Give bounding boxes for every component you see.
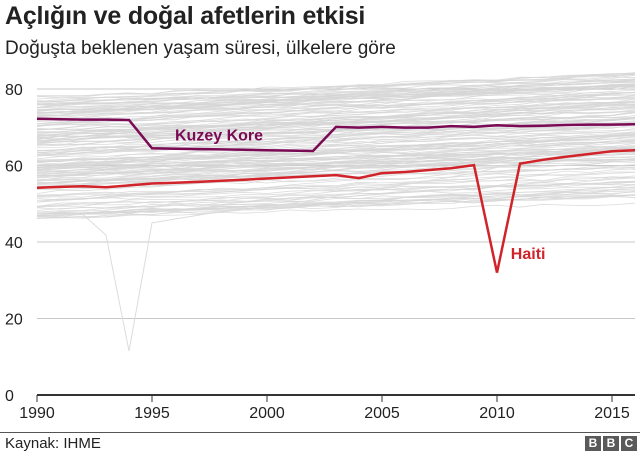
- y-tick-label: 40: [5, 235, 23, 252]
- series-label: Haiti: [511, 246, 546, 263]
- x-tick-label: 1990: [19, 405, 55, 422]
- bbc-logo: B B C: [585, 436, 637, 451]
- bbc-logo-letter: B: [603, 436, 619, 451]
- y-tick-label: 60: [5, 159, 23, 176]
- x-tick-label: 2010: [479, 405, 515, 422]
- bbc-logo-letter: C: [621, 436, 637, 451]
- y-tick-label: 0: [5, 388, 14, 405]
- chart-title: Açlığın ve doğal afetlerin etkisi: [5, 2, 366, 30]
- x-tick-label: 2005: [364, 405, 400, 422]
- source-note: Kaynak: IHME: [5, 435, 101, 452]
- chart-subtitle: Doğuşta beklenen yaşam süresi, ülkelere …: [5, 38, 396, 59]
- series-label: Kuzey Kore: [175, 128, 263, 145]
- x-axis: 1990 1995 2000 2005 2010 2015: [19, 394, 635, 422]
- y-tick-label: 80: [5, 82, 23, 99]
- bbc-logo-letter: B: [585, 436, 601, 451]
- line-chart: 1990 1995 2000 2005 2010 2015 0 20 40 60 80 Kuzey…: [5, 72, 636, 422]
- series-labels: Kuzey Kore Haiti: [175, 128, 545, 264]
- x-tick-label: 2015: [594, 405, 630, 422]
- y-axis-labels: 0 20 40 60 80: [5, 82, 23, 405]
- x-tick-label: 1995: [134, 405, 170, 422]
- highlighted-series: [36, 117, 636, 273]
- y-tick-label: 20: [5, 312, 23, 329]
- x-tick-label: 2000: [249, 405, 285, 422]
- series-line-haiti: [36, 148, 636, 273]
- background-country-lines: [36, 72, 636, 352]
- footer-divider: [0, 432, 640, 433]
- series-line-kuzey-kore: [36, 117, 636, 153]
